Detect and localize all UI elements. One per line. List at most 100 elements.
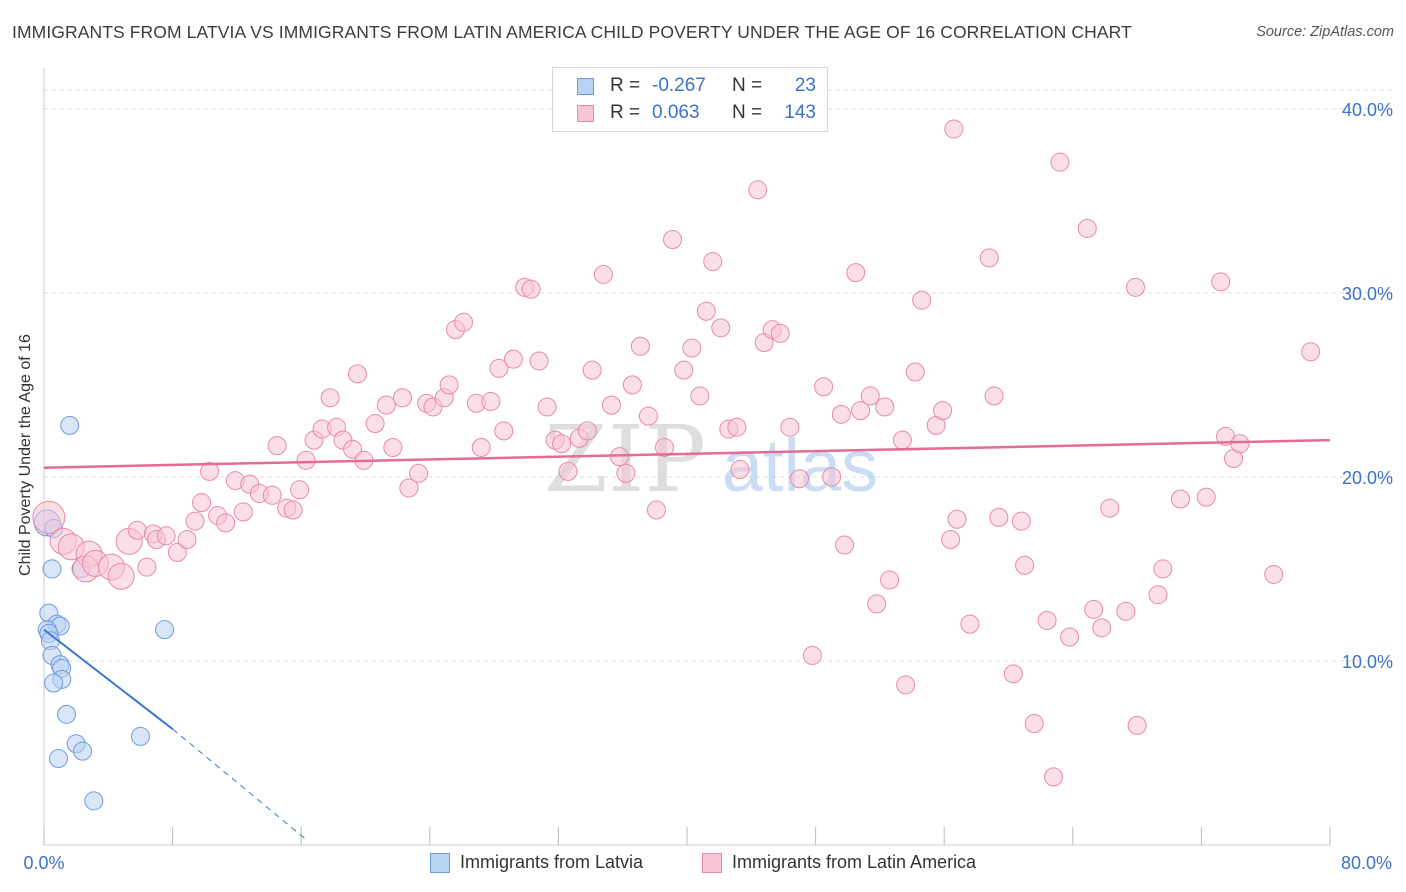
point-latam	[1060, 627, 1080, 647]
point-latam	[880, 570, 900, 590]
point-latvia	[44, 673, 64, 693]
point-latam	[831, 404, 851, 424]
bottom-legend-latvia: Immigrants from Latvia	[430, 852, 643, 873]
point-latam	[347, 364, 367, 384]
point-latam	[696, 301, 716, 321]
bottom-legend-latam: Immigrants from Latin America	[702, 852, 976, 873]
point-latam	[601, 395, 621, 415]
point-latam	[558, 461, 578, 481]
point-latam	[521, 279, 541, 299]
point-latam	[780, 417, 800, 437]
axes	[43, 68, 1331, 846]
point-latam	[593, 264, 613, 284]
point-latam	[167, 542, 187, 562]
bottom-swatch-latvia	[430, 852, 450, 873]
y-tick-label: 30.0%	[1342, 284, 1393, 304]
point-latam	[748, 180, 768, 200]
tick-labels: 10.0% 20.0% 30.0% 40.0% 0.0% 80.0%	[23, 100, 1393, 873]
point-latam	[320, 388, 340, 408]
point-latam	[944, 119, 964, 139]
point-latam	[233, 502, 253, 522]
data-points	[32, 119, 1321, 811]
source-label: Source: ZipAtlas.com	[1256, 24, 1394, 40]
point-latam	[622, 375, 642, 395]
point-latam	[409, 463, 429, 483]
point-latam	[663, 229, 683, 249]
point-latam	[616, 463, 636, 483]
point-latam	[1003, 664, 1023, 684]
point-latvia	[60, 415, 80, 435]
point-latam	[392, 388, 412, 408]
trend-line-latvia-extension	[172, 728, 307, 840]
point-latam	[481, 391, 501, 411]
point-latam	[984, 386, 1004, 406]
y-axis-label: Child Poverty Under the Age of 16	[17, 334, 34, 576]
point-latam	[711, 318, 731, 338]
point-latam	[1024, 714, 1044, 734]
point-latam	[471, 437, 491, 457]
trend-line-latam	[43, 438, 1331, 469]
point-latam	[177, 529, 197, 549]
point-latam	[1050, 152, 1070, 172]
legend-n-value-latam: 143	[784, 102, 816, 123]
grid-lines	[44, 89, 1392, 662]
bottom-legend-label-latam: Immigrants from Latin America	[732, 852, 977, 872]
point-latam	[960, 614, 980, 634]
point-latam	[503, 349, 523, 369]
point-latam	[107, 562, 135, 590]
point-latam	[1127, 715, 1147, 735]
legend-row-latvia: R = -0.267 N = 23	[577, 74, 816, 98]
point-latam	[941, 529, 961, 549]
point-latam	[822, 467, 842, 487]
point-latam	[875, 397, 895, 417]
legend-r-label: R =	[610, 75, 641, 96]
legend-r-value-latvia: -0.267	[652, 75, 706, 96]
trend-lines	[43, 438, 1331, 840]
point-latam	[439, 375, 459, 395]
point-latam	[1301, 342, 1321, 362]
legend-n-label: N =	[732, 75, 763, 96]
point-latam	[933, 401, 953, 421]
point-latam	[383, 437, 403, 457]
y-tick-label: 20.0%	[1342, 468, 1393, 488]
point-latvia	[73, 741, 93, 761]
point-latam	[1171, 489, 1191, 509]
point-latam	[638, 406, 658, 426]
point-latam	[267, 436, 287, 456]
point-latvia	[130, 726, 150, 746]
point-latam	[790, 469, 810, 489]
point-latam	[127, 520, 147, 540]
point-latam	[835, 535, 855, 555]
x-tick-label: 80.0%	[1341, 853, 1392, 873]
point-latam	[1044, 767, 1064, 787]
y-tick-label: 10.0%	[1342, 652, 1393, 672]
point-latam	[376, 395, 396, 415]
point-latam	[582, 360, 602, 380]
point-latam	[1077, 218, 1097, 238]
legend-swatch-latam	[577, 104, 594, 122]
point-latam	[283, 500, 303, 520]
bottom-swatch-latam	[702, 852, 722, 873]
point-latam	[489, 358, 509, 378]
point-latam	[1015, 555, 1035, 575]
point-latam	[137, 557, 157, 577]
point-latam	[1125, 277, 1145, 297]
point-latam	[682, 338, 702, 358]
point-latvia	[155, 620, 175, 640]
point-latam	[494, 421, 514, 441]
point-latam	[690, 386, 710, 406]
trend-line-latvia	[43, 628, 174, 730]
point-latam	[703, 252, 723, 272]
point-latam	[896, 675, 916, 695]
point-latam	[846, 263, 866, 283]
point-latam	[860, 386, 880, 406]
legend-r-value-latam: 0.063	[652, 102, 700, 123]
point-latam	[1196, 487, 1216, 507]
correlation-legend: R = -0.267 N = 23 R = 0.063 N = 143	[552, 67, 828, 132]
legend-row-latam: R = 0.063 N = 143	[577, 101, 816, 125]
point-latam	[654, 437, 674, 457]
point-latam	[947, 509, 967, 529]
point-latam	[529, 351, 549, 371]
point-latam	[646, 500, 666, 520]
